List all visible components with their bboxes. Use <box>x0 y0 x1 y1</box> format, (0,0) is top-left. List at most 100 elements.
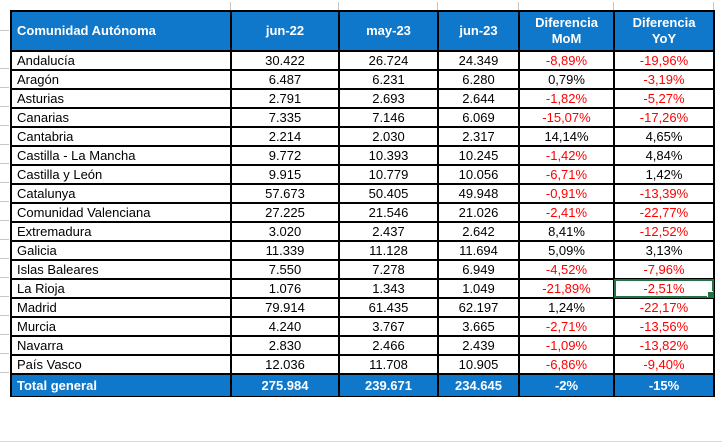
cell-mom[interactable]: 8,41% <box>518 221 615 242</box>
cell-jun22[interactable]: 3.020 <box>230 221 340 242</box>
cell-mom[interactable]: -21,89% <box>518 278 615 299</box>
cell-yoy[interactable]: -7,96% <box>613 259 715 280</box>
cell-mom[interactable]: -2,41% <box>518 202 615 223</box>
cell-jun22[interactable]: 2.830 <box>230 335 340 356</box>
cell-jun23[interactable]: 6.069 <box>437 107 520 128</box>
cell-may23[interactable]: 61.435 <box>338 297 439 318</box>
header-cell-comunidad[interactable]: Comunidad Autónoma <box>10 10 232 52</box>
cell-name[interactable]: La Rioja <box>10 278 232 299</box>
cell-name[interactable]: Asturias <box>10 88 232 109</box>
cell-yoy[interactable]: -5,27% <box>613 88 715 109</box>
cell-mom[interactable]: -1,09% <box>518 335 615 356</box>
cell-jun23[interactable]: 2.642 <box>437 221 520 242</box>
cell-mom[interactable]: -1,82% <box>518 88 615 109</box>
cell-jun23[interactable]: 2.644 <box>437 88 520 109</box>
cell-mom[interactable]: 5,09% <box>518 240 615 261</box>
cell-name[interactable]: Extremadura <box>10 221 232 242</box>
selected-cell[interactable]: -2,51% <box>613 278 715 299</box>
cell-jun22[interactable]: 30.422 <box>230 50 340 71</box>
cell-jun23[interactable]: 6.949 <box>437 259 520 280</box>
cell-yoy[interactable]: -19,96% <box>613 50 715 71</box>
cell-yoy[interactable]: -17,26% <box>613 107 715 128</box>
cell-jun23[interactable]: 1.049 <box>437 278 520 299</box>
cell-jun22[interactable]: 9.915 <box>230 164 340 185</box>
cell-yoy[interactable]: -22,77% <box>613 202 715 223</box>
header-cell-jun23[interactable]: jun-23 <box>437 10 520 52</box>
cell-yoy[interactable]: -3,19% <box>613 69 715 90</box>
cell-jun22[interactable]: 2.214 <box>230 126 340 147</box>
cell-mom[interactable]: -4,52% <box>518 259 615 280</box>
cell-may23[interactable]: 6.231 <box>338 69 439 90</box>
cell-jun22[interactable]: 79.914 <box>230 297 340 318</box>
cell-may23[interactable]: 2.030 <box>338 126 439 147</box>
cell-yoy[interactable]: 1,42% <box>613 164 715 185</box>
cell-mom[interactable]: -8,89% <box>518 50 615 71</box>
cell-jun22[interactable]: 4.240 <box>230 316 340 337</box>
cell-mom[interactable]: -1,42% <box>518 145 615 166</box>
cell-jun23[interactable]: 2.439 <box>437 335 520 356</box>
cell-jun22[interactable]: 2.791 <box>230 88 340 109</box>
cell-mom[interactable]: -6,71% <box>518 164 615 185</box>
header-cell-diferencia-yoy[interactable]: Diferencia YoY <box>613 10 715 52</box>
cell-name[interactable]: Madrid <box>10 297 232 318</box>
cell-jun22[interactable]: 7.550 <box>230 259 340 280</box>
total-label-cell[interactable]: Total general <box>10 373 232 397</box>
cell-mom[interactable]: -0,91% <box>518 183 615 204</box>
cell-yoy[interactable]: 4,84% <box>613 145 715 166</box>
cell-jun23[interactable]: 10.245 <box>437 145 520 166</box>
cell-yoy[interactable]: -13,82% <box>613 335 715 356</box>
cell-name[interactable]: Canarias <box>10 107 232 128</box>
cell-may23[interactable]: 26.724 <box>338 50 439 71</box>
cell-may23[interactable]: 10.393 <box>338 145 439 166</box>
cell-jun23[interactable]: 10.056 <box>437 164 520 185</box>
total-yoy-cell[interactable]: -15% <box>613 373 715 397</box>
header-cell-diferencia-mom[interactable]: Diferencia MoM <box>518 10 615 52</box>
cell-may23[interactable]: 2.693 <box>338 88 439 109</box>
cell-jun23[interactable]: 49.948 <box>437 183 520 204</box>
cell-jun22[interactable]: 12.036 <box>230 354 340 375</box>
cell-may23[interactable]: 1.343 <box>338 278 439 299</box>
cell-yoy[interactable]: -12,52% <box>613 221 715 242</box>
cell-jun23[interactable]: 6.280 <box>437 69 520 90</box>
cell-name[interactable]: Comunidad Valenciana <box>10 202 232 223</box>
cell-jun23[interactable]: 3.665 <box>437 316 520 337</box>
cell-jun22[interactable]: 1.076 <box>230 278 340 299</box>
total-jun22-cell[interactable]: 275.984 <box>230 373 340 397</box>
cell-name[interactable]: Murcia <box>10 316 232 337</box>
cell-may23[interactable]: 11.128 <box>338 240 439 261</box>
cell-yoy[interactable]: -22,17% <box>613 297 715 318</box>
cell-name[interactable]: Galicia <box>10 240 232 261</box>
cell-jun23[interactable]: 11.694 <box>437 240 520 261</box>
cell-jun23[interactable]: 62.197 <box>437 297 520 318</box>
cell-mom[interactable]: 1,24% <box>518 297 615 318</box>
cell-yoy[interactable]: 3,13% <box>613 240 715 261</box>
cell-mom[interactable]: 14,14% <box>518 126 615 147</box>
cell-jun23[interactable]: 10.905 <box>437 354 520 375</box>
cell-mom[interactable]: 0,79% <box>518 69 615 90</box>
cell-jun22[interactable]: 9.772 <box>230 145 340 166</box>
cell-yoy[interactable]: -9,40% <box>613 354 715 375</box>
cell-mom[interactable]: -2,71% <box>518 316 615 337</box>
cell-name[interactable]: Cantabria <box>10 126 232 147</box>
cell-may23[interactable]: 7.146 <box>338 107 439 128</box>
total-mom-cell[interactable]: -2% <box>518 373 615 397</box>
cell-yoy[interactable]: 4,65% <box>613 126 715 147</box>
cell-yoy[interactable]: -13,39% <box>613 183 715 204</box>
cell-jun22[interactable]: 57.673 <box>230 183 340 204</box>
cell-may23[interactable]: 10.779 <box>338 164 439 185</box>
total-may23-cell[interactable]: 239.671 <box>338 373 439 397</box>
cell-name[interactable]: Islas Baleares <box>10 259 232 280</box>
cell-mom[interactable]: -15,07% <box>518 107 615 128</box>
cell-may23[interactable]: 3.767 <box>338 316 439 337</box>
cell-may23[interactable]: 50.405 <box>338 183 439 204</box>
cell-name[interactable]: Castilla y León <box>10 164 232 185</box>
cell-jun22[interactable]: 27.225 <box>230 202 340 223</box>
cell-jun23[interactable]: 21.026 <box>437 202 520 223</box>
cell-mom[interactable]: -6,86% <box>518 354 615 375</box>
cell-name[interactable]: Catalunya <box>10 183 232 204</box>
cell-may23[interactable]: 11.708 <box>338 354 439 375</box>
cell-may23[interactable]: 21.546 <box>338 202 439 223</box>
cell-jun23[interactable]: 24.349 <box>437 50 520 71</box>
cell-name[interactable]: Andalucía <box>10 50 232 71</box>
total-jun23-cell[interactable]: 234.645 <box>437 373 520 397</box>
